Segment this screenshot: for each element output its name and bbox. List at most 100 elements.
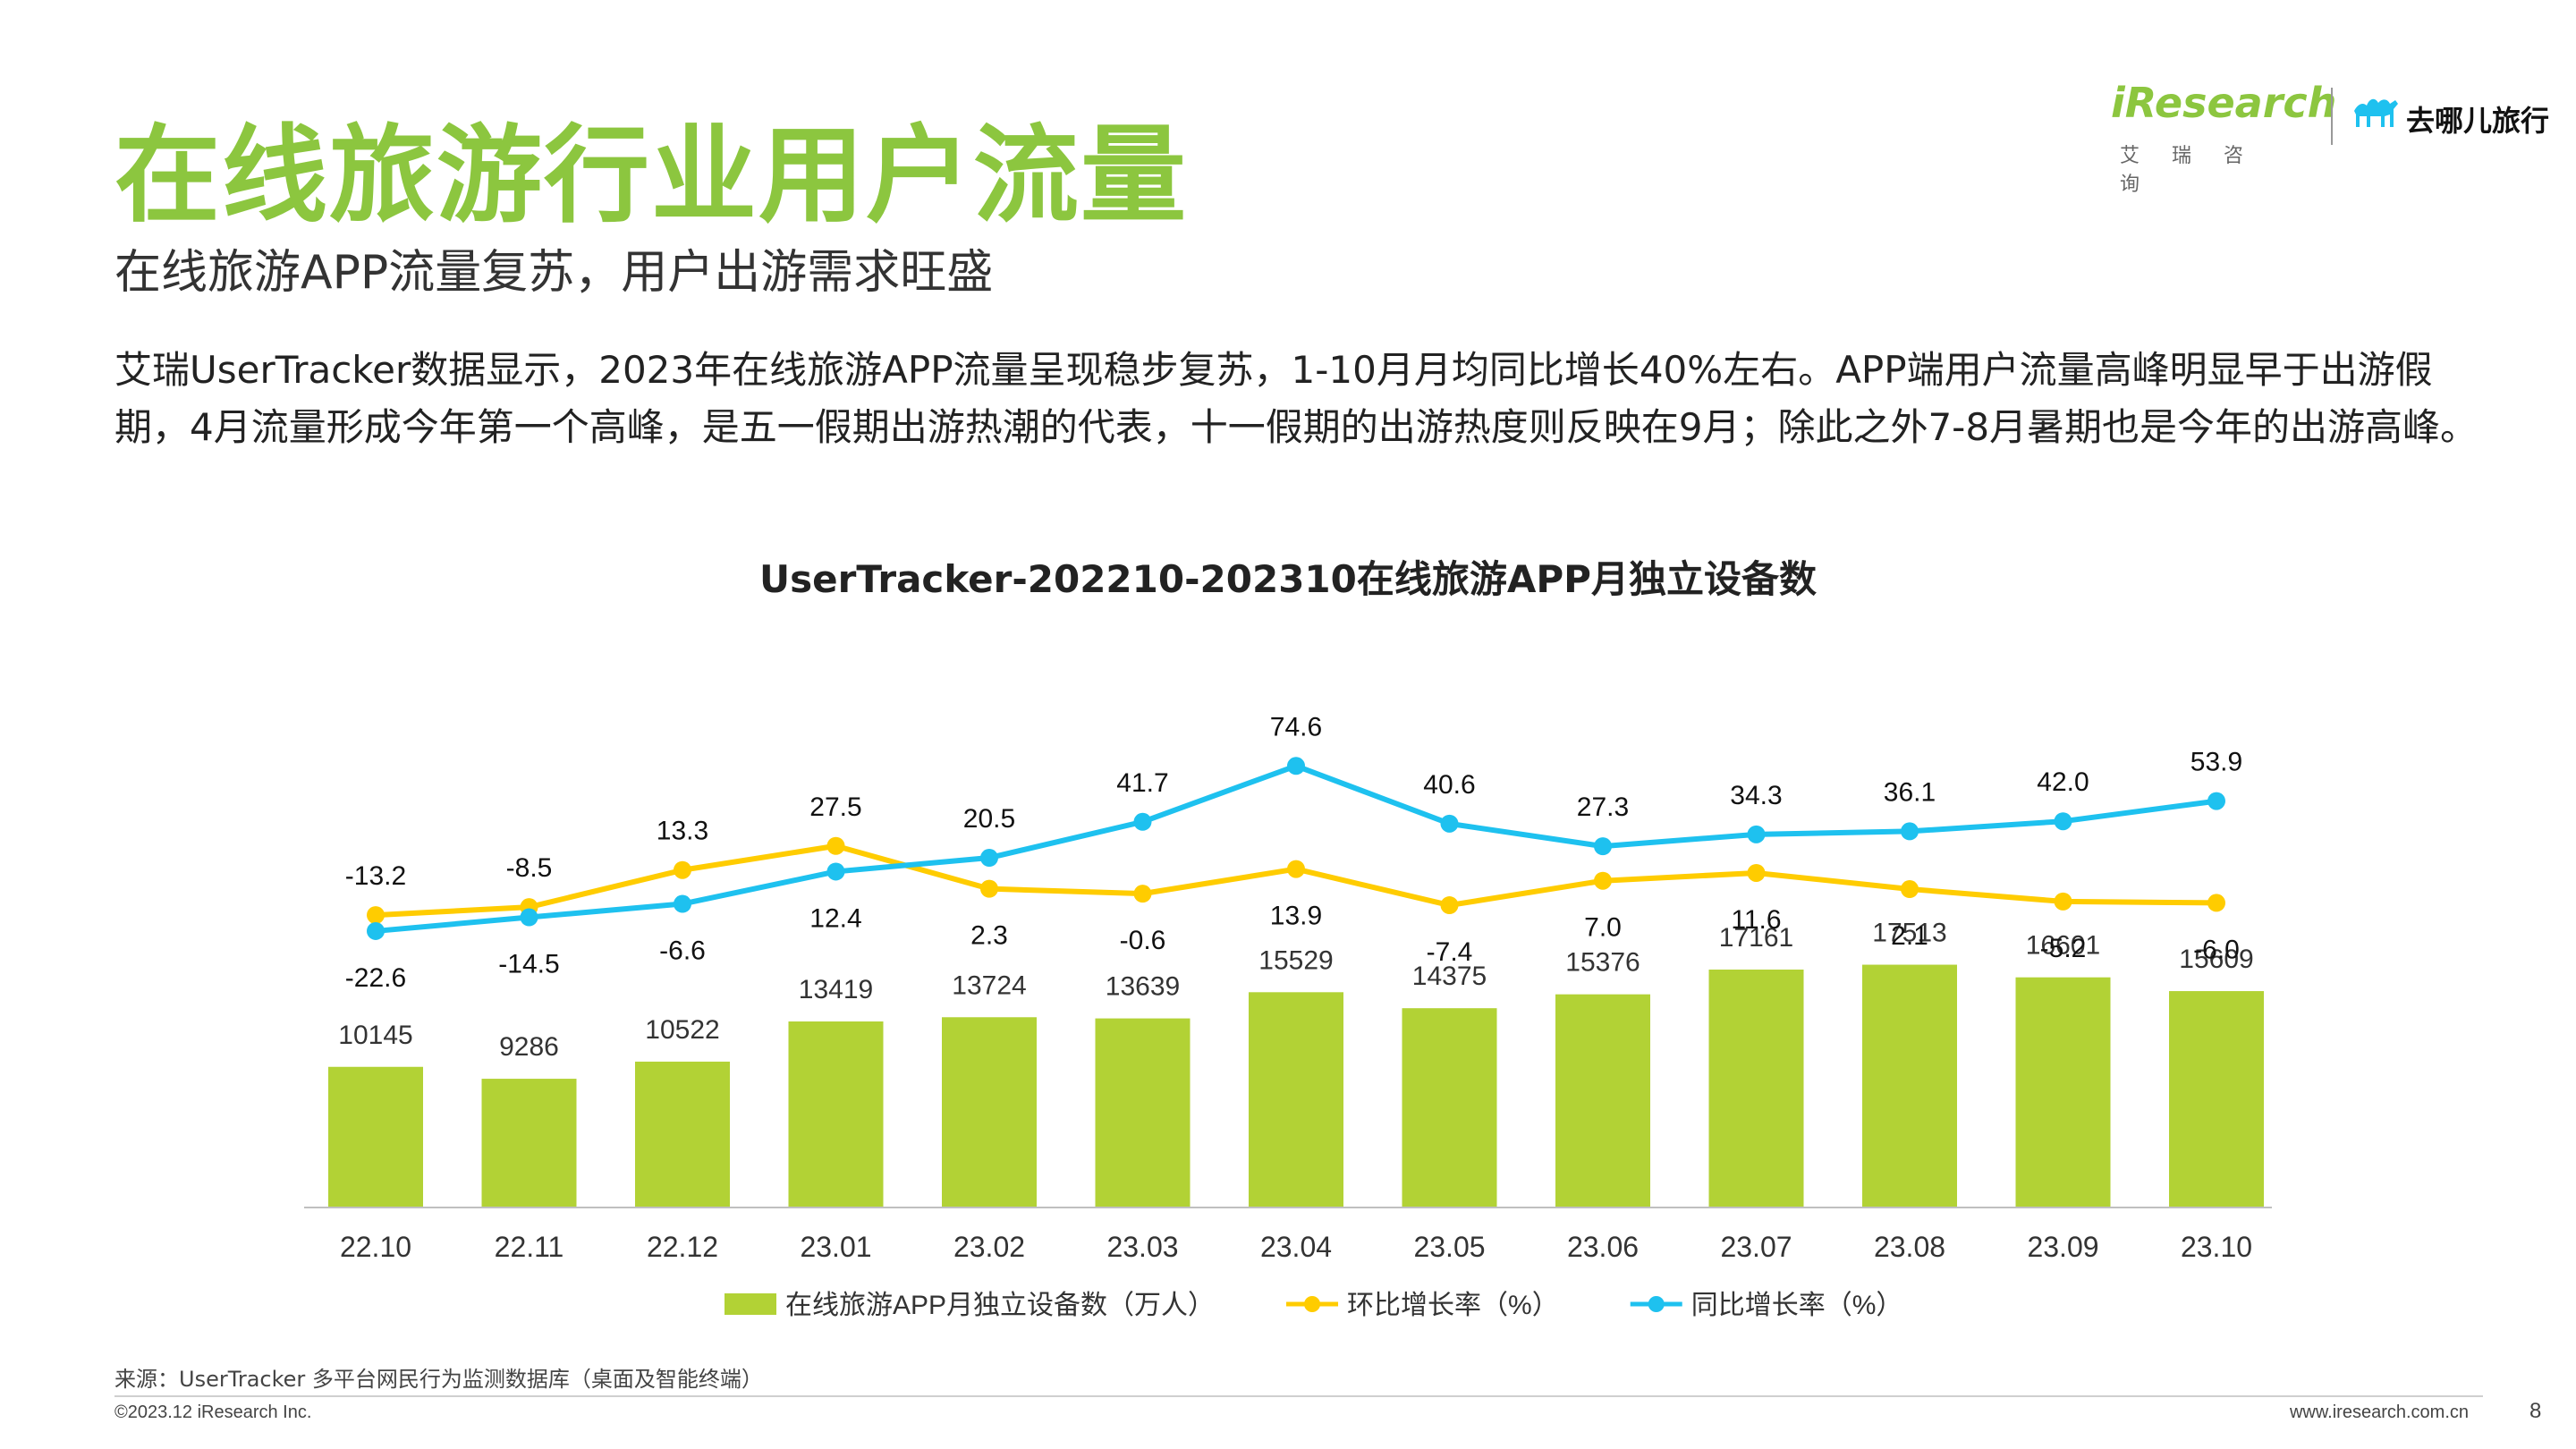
yoy-label-23.05: 40.6 [1423, 770, 1475, 800]
bar-22.10 [328, 1066, 423, 1208]
bar-label-23.03: 13639 [1106, 972, 1180, 1002]
legend-label-yoy: 同比增长率（%） [1691, 1291, 1903, 1320]
yoy-point-23.07 [1747, 825, 1766, 843]
chart-title: UserTracker-202210-202310在线旅游APP月独立设备数 [759, 557, 1817, 601]
logo-divider [2331, 88, 2333, 145]
yoy-label-22.10: -22.6 [345, 963, 406, 993]
mom-point-23.03 [1133, 885, 1152, 903]
legend-label-mom: 环比增长率（%） [1347, 1291, 1559, 1320]
bars-layer [328, 964, 2264, 1208]
yoy-label-23.10: 53.9 [2190, 748, 2242, 777]
mom-point-23.09 [2054, 892, 2072, 911]
x-tick-23.07: 23.07 [1720, 1231, 1792, 1263]
bar-label-23.06: 15376 [1565, 948, 1640, 978]
bar-label-23.01: 13419 [799, 975, 873, 1004]
copyright: ©2023.12 iResearch Inc. [114, 1402, 312, 1422]
bar-label-22.10: 10145 [338, 1021, 412, 1050]
legend-label-bar: 在线旅游APP月独立设备数（万人） [785, 1291, 1215, 1320]
iresearch-logo: iResearch 艾瑞咨询 [2111, 79, 2336, 196]
yoy-label-23.01: 12.4 [809, 903, 861, 933]
bar-23.06 [1555, 994, 1650, 1208]
mom-point-23.04 [1287, 860, 1305, 878]
qunar-logo: 去哪儿旅行 [2351, 91, 2576, 145]
yoy-label-23.03: 41.7 [1116, 768, 1168, 798]
bar-label-23.02: 13724 [952, 970, 1026, 1000]
website: www.iresearch.com.cn [2289, 1402, 2469, 1422]
footer-divider [114, 1395, 2483, 1397]
bar-23.09 [2015, 977, 2111, 1208]
x-tick-23.01: 23.01 [800, 1231, 871, 1263]
bar-label-22.11: 9286 [499, 1032, 559, 1062]
mom-label-22.12: 13.3 [657, 817, 708, 846]
yoy-label-23.07: 34.3 [1730, 781, 1782, 810]
yoy-point-23.03 [1133, 812, 1152, 831]
mom-point-23.01 [826, 836, 845, 855]
bar-23.07 [1708, 970, 1804, 1208]
yoy-point-22.12 [674, 894, 691, 913]
x-tick-23.09: 23.09 [2027, 1231, 2098, 1263]
x-tick-22.12: 22.12 [647, 1231, 718, 1263]
camel-icon [2354, 98, 2398, 127]
mom-label-23.08: 2.1 [1891, 921, 1928, 951]
yoy-point-23.06 [1594, 837, 1612, 856]
x-tick-23.06: 23.06 [1567, 1231, 1639, 1263]
x-tick-23.03: 23.03 [1106, 1231, 1178, 1263]
bar-23.08 [1862, 964, 1957, 1208]
description-paragraph: 艾瑞UserTracker数据显示，2023年在线旅游APP流量呈现稳步复苏，1… [114, 348, 2479, 449]
bar-22.12 [635, 1061, 730, 1208]
yoy-label-23.02: 20.5 [963, 804, 1015, 834]
qunar-logo-text: 去哪儿旅行 [2406, 104, 2550, 138]
mom-label-23.09: -5.2 [2040, 934, 2087, 963]
yoy-point-22.11 [520, 908, 538, 927]
bar-23.03 [1095, 1018, 1191, 1208]
bar-label-22.12: 10522 [645, 1015, 719, 1045]
yoy-label-23.04: 74.6 [1270, 712, 1322, 741]
labels-layer: 10145 22.10 9286 22.11 10522 22.12 13419 23.01 1… [338, 712, 2253, 1263]
bar-22.11 [481, 1079, 577, 1208]
yoy-label-22.12: -6.6 [659, 936, 706, 966]
source-note: 来源：UserTracker 多平台网民行为监测数据库（桌面及智能终端） [114, 1367, 763, 1392]
x-tick-23.02: 23.02 [953, 1231, 1025, 1263]
mom-label-23.02: 2.3 [970, 921, 1008, 951]
mom-label-23.03: -0.6 [1120, 926, 1166, 955]
mom-point-23.07 [1747, 863, 1766, 882]
bar-23.01 [788, 1021, 884, 1208]
bar-label-23.04: 15529 [1258, 945, 1333, 975]
mom-point-22.12 [674, 860, 691, 879]
bar-label-23.08: 17513 [1872, 919, 1946, 948]
legend-marker-yoy [1648, 1296, 1665, 1312]
chart-legend: 在线旅游APP月独立设备数（万人） 环比增长率（%） 同比增长率（%） [724, 1291, 1902, 1320]
yoy-label-23.06: 27.3 [1577, 792, 1629, 822]
x-tick-23.08: 23.08 [1874, 1231, 1945, 1263]
yoy-label-23.09: 42.0 [2037, 767, 2089, 797]
yoy-point-23.08 [1901, 822, 1919, 841]
yoy-point-23.10 [2207, 792, 2225, 810]
bar-label-23.09: 16601 [2026, 931, 2100, 961]
mom-label-23.07: 11.6 [1731, 905, 1781, 935]
legend-marker-mom [1304, 1296, 1321, 1312]
mom-point-22.10 [367, 906, 385, 925]
yoy-point-23.02 [980, 849, 998, 868]
page-number: 8 [2529, 1399, 2542, 1423]
mom-point-23.06 [1594, 871, 1612, 890]
lines-layer [367, 757, 2225, 940]
iresearch-logo-word: iResearch [2111, 79, 2337, 127]
mom-label-22.10: -13.2 [345, 861, 406, 891]
legend-swatch-bar [724, 1293, 776, 1315]
yoy-label-23.08: 36.1 [1884, 777, 1936, 807]
mom-point-23.08 [1901, 880, 1919, 899]
bar-23.10 [2169, 991, 2264, 1208]
x-tick-23.05: 23.05 [1413, 1231, 1485, 1263]
x-tick-23.04: 23.04 [1260, 1231, 1332, 1263]
yoy-point-23.09 [2054, 812, 2072, 831]
iresearch-logo-subtext: 艾瑞咨询 [2120, 145, 2276, 196]
mom-label-23.10: -6.0 [2193, 935, 2240, 964]
x-tick-23.10: 23.10 [2181, 1231, 2252, 1263]
mom-label-23.04: 13.9 [1270, 902, 1322, 931]
mom-point-23.02 [980, 879, 998, 898]
yoy-point-23.05 [1440, 814, 1459, 833]
bar-23.05 [1402, 1008, 1497, 1208]
bar-label-23.05: 14375 [1412, 962, 1487, 991]
yoy-point-22.10 [367, 921, 385, 940]
